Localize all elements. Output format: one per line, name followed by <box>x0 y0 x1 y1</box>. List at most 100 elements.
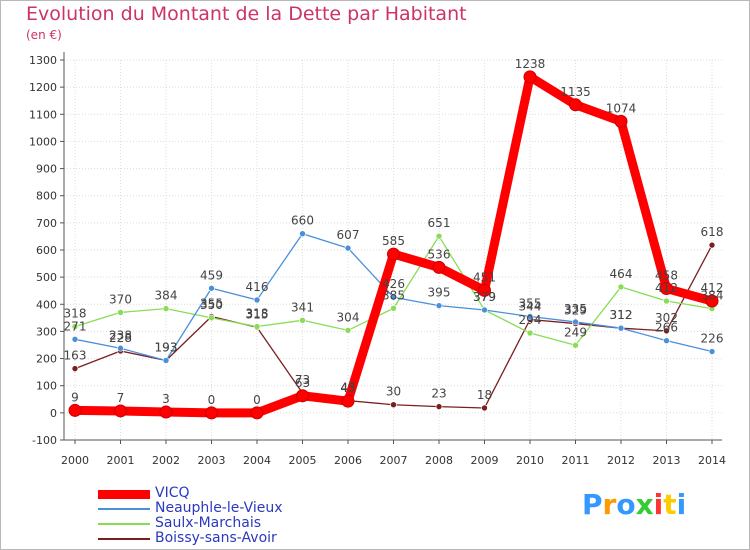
data-label: 355 <box>200 297 223 311</box>
x-tick-label: 2006 <box>334 454 362 467</box>
x-tick-label: 2008 <box>425 454 453 467</box>
data-point <box>617 324 625 332</box>
data-label: 464 <box>610 267 633 281</box>
data-point <box>341 394 355 408</box>
x-tick-label: 2002 <box>152 454 180 467</box>
data-label: 451 <box>473 270 496 284</box>
data-label: 7 <box>117 391 125 405</box>
data-point <box>569 98 582 112</box>
data-label: 384 <box>155 289 178 303</box>
data-label: 249 <box>564 325 587 339</box>
data-label: 23 <box>431 387 446 401</box>
data-labels: 9 7 3 0 063 435855364511238113510744584122712… <box>64 57 724 407</box>
y-tick-label: 700 <box>36 217 57 230</box>
data-label: 341 <box>291 300 314 314</box>
data-point <box>344 327 352 334</box>
data-label: 304 <box>337 310 360 324</box>
data-label: 395 <box>428 286 451 300</box>
data-point <box>523 70 537 84</box>
y-tick-label: 300 <box>36 325 57 338</box>
data-point <box>250 406 264 420</box>
data-label: 318 <box>64 307 87 321</box>
data-point <box>162 357 170 364</box>
logo-letter: P <box>582 488 603 521</box>
data-label: 63 <box>295 376 310 390</box>
legend-swatch <box>98 523 150 525</box>
logo-letter: o <box>616 488 636 521</box>
data-label: 585 <box>382 234 405 248</box>
data-point <box>390 293 397 301</box>
data-label: 416 <box>246 280 269 294</box>
data-label: 1135 <box>560 85 591 99</box>
data-point <box>435 403 443 410</box>
y-tick-label: 600 <box>36 244 57 257</box>
data-label: 335 <box>564 302 587 316</box>
logo-letter: r <box>602 488 617 521</box>
data-point <box>614 114 628 128</box>
data-point <box>481 404 488 412</box>
data-point <box>526 313 534 320</box>
data-label: 1238 <box>515 57 546 71</box>
data-label: 412 <box>655 281 678 295</box>
series-lines <box>68 70 719 420</box>
data-point <box>71 335 79 343</box>
y-tick-label: 200 <box>36 353 57 366</box>
data-point <box>117 309 124 316</box>
data-label: 660 <box>291 214 314 228</box>
x-tick-label: 2010 <box>516 454 544 467</box>
chart-unit: (en €) <box>26 28 62 42</box>
data-label: 18 <box>477 388 492 402</box>
y-tick-label: -100 <box>32 434 57 447</box>
data-point <box>387 247 400 261</box>
data-label: 384 <box>701 289 724 303</box>
data-label: 315 <box>246 307 269 321</box>
data-point <box>617 283 625 291</box>
y-tick-label: 1100 <box>29 108 57 121</box>
data-label: 458 <box>655 269 678 283</box>
x-tick-label: 2001 <box>107 454 135 467</box>
data-label: 302 <box>655 311 678 325</box>
legend-label: Saulx-Marchais <box>155 515 262 531</box>
legend-swatch <box>98 538 150 540</box>
data-point <box>663 327 670 335</box>
data-point <box>526 329 534 337</box>
data-point <box>390 401 397 409</box>
data-label: 3 <box>162 392 170 406</box>
data-label: 350 <box>200 298 223 312</box>
y-tick-label: 400 <box>36 298 57 311</box>
data-point <box>344 244 352 252</box>
data-point <box>705 294 719 308</box>
data-label: 329 <box>564 304 587 318</box>
data-label: 312 <box>610 308 633 322</box>
data-label: 344 <box>519 299 542 313</box>
data-point <box>390 305 397 312</box>
y-tick-label: 1000 <box>29 135 57 148</box>
data-point <box>663 297 670 305</box>
data-label: 618 <box>701 225 724 239</box>
y-tick-label: 900 <box>36 163 57 176</box>
y-tick-label: 0 <box>50 407 57 420</box>
y-tick-label: 1300 <box>29 54 57 67</box>
data-point <box>572 318 579 326</box>
x-tick-label: 2014 <box>698 454 726 467</box>
data-label: 226 <box>701 332 724 346</box>
y-tick-label: 100 <box>36 380 57 393</box>
data-label: 45 <box>340 381 355 395</box>
logo-letter: i <box>676 488 687 521</box>
y-tick-label: 500 <box>36 271 57 284</box>
data-point <box>71 365 79 372</box>
logo-letter: x <box>635 488 654 521</box>
legend-swatch <box>98 489 150 499</box>
x-tick-label: 2004 <box>243 454 271 467</box>
data-point <box>162 305 170 312</box>
data-point <box>432 260 446 274</box>
proxiti-logo: Proxiti <box>582 488 686 521</box>
data-label: 0 <box>208 393 216 407</box>
data-label: 294 <box>519 313 542 327</box>
data-point <box>117 344 124 352</box>
x-tick-label: 2012 <box>607 454 635 467</box>
x-tick-label: 2003 <box>198 454 226 467</box>
data-label: 266 <box>655 321 678 335</box>
data-point <box>663 337 670 344</box>
